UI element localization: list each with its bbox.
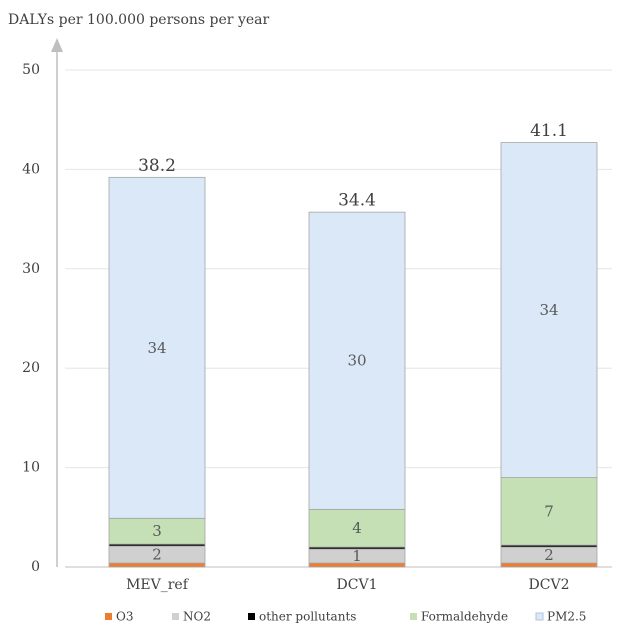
legend-swatch <box>105 613 112 620</box>
y-axis-arrow <box>51 38 63 52</box>
segment-label: 4 <box>352 519 362 537</box>
bar-segment <box>108 562 206 568</box>
segment-label: 30 <box>347 352 366 370</box>
legend-label: Formaldehyde <box>421 610 508 624</box>
legend-swatch <box>248 613 255 620</box>
segment-label: 1 <box>352 547 362 565</box>
total-label: 41.1 <box>530 121 568 141</box>
segment-label: 34 <box>147 339 166 357</box>
bar-segment <box>308 211 406 510</box>
segment-label: 7 <box>544 502 554 520</box>
y-tick-label: 0 <box>31 559 40 575</box>
segment-label: 34 <box>539 301 558 319</box>
legend-swatch <box>410 613 417 620</box>
y-tick-label: 10 <box>22 460 40 476</box>
bar-segment <box>108 517 206 545</box>
total-label: 38.2 <box>138 156 176 176</box>
bar-segment <box>500 477 598 546</box>
segment-label: 2 <box>544 546 554 564</box>
bar-segment <box>108 176 206 519</box>
legend-label: PM2.5 <box>547 610 586 624</box>
total-label: 34.4 <box>338 191 376 211</box>
bar-segment <box>500 142 598 478</box>
legend-label: O3 <box>116 610 133 624</box>
y-tick-label: 50 <box>22 62 40 78</box>
x-tick-label: MEV_ref <box>126 577 190 593</box>
segment-label: 3 <box>152 522 162 540</box>
y-tick-label: 40 <box>22 161 40 177</box>
y-axis-label: DALYs per 100.000 persons per year <box>8 12 269 28</box>
segment-label: 2 <box>152 546 162 564</box>
legend-swatch <box>535 612 544 621</box>
y-tick-label: 30 <box>22 261 40 277</box>
x-tick-label: DCV1 <box>337 577 378 593</box>
x-tick-label: DCV2 <box>529 577 570 593</box>
legend-label: NO2 <box>183 610 211 624</box>
y-tick-label: 20 <box>22 360 40 376</box>
legend-swatch <box>172 613 179 620</box>
legend-label: other pollutants <box>259 610 356 624</box>
